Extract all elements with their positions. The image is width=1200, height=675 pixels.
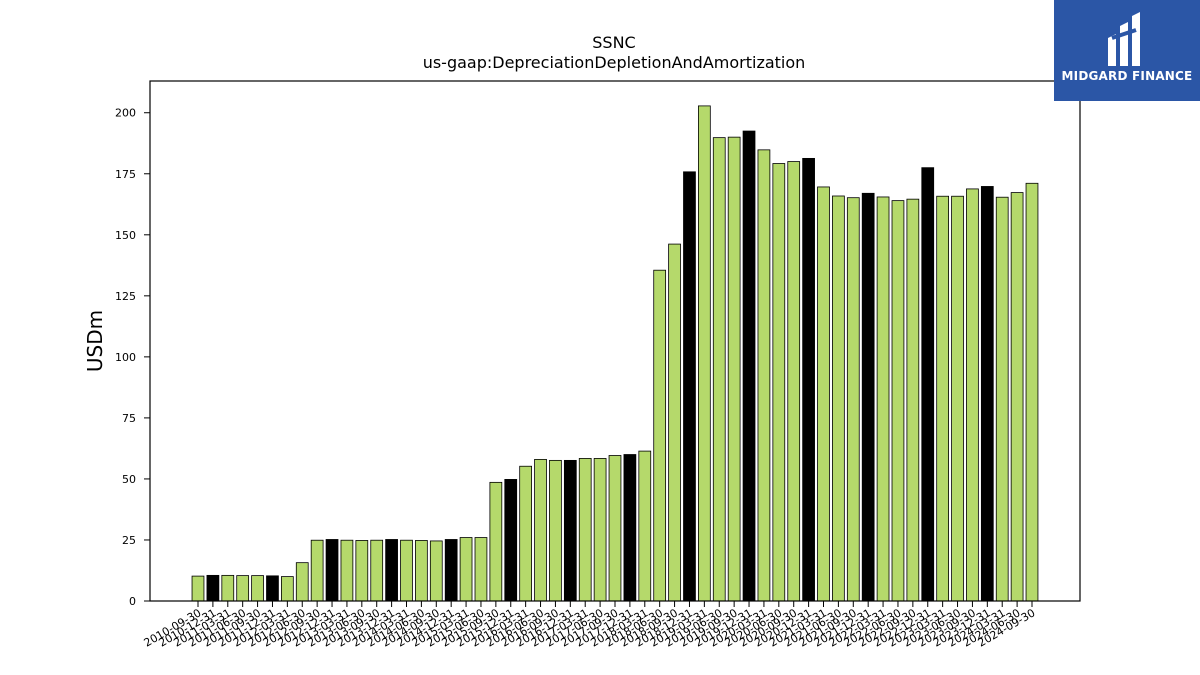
bar-2016-09-30 [549, 459, 562, 602]
bar-2013-12-31 [385, 539, 398, 602]
bar-2012-03-31 [280, 576, 294, 602]
bar-2021-09-30 [846, 197, 860, 602]
bar-2017-06-30 [593, 458, 607, 602]
bar-2021-12-31 [861, 192, 875, 602]
bar-2020-12-31 [802, 157, 815, 602]
bar-2017-09-30 [608, 455, 622, 602]
bar-2012-09-30 [310, 539, 324, 602]
bar-2018-09-30 [668, 243, 681, 602]
bar-2014-03-31 [400, 539, 413, 602]
bar-2010-12-31 [206, 574, 220, 602]
midgard-logo-icon [1108, 12, 1140, 66]
bar-2021-06-30 [832, 195, 845, 602]
bar-2015-12-31 [504, 479, 518, 602]
bar-2023-12-31 [980, 186, 994, 602]
bar-2020-06-30 [772, 163, 786, 602]
bar-2023-06-30 [951, 195, 964, 602]
chart-subtitle: us-gaap:DepreciationDepletionAndAmortiza… [423, 53, 806, 72]
bar-2011-09-30 [251, 575, 264, 602]
bar-2012-06-30 [295, 562, 309, 602]
bar-2019-06-30 [712, 137, 726, 602]
y-tick-label: 25 [122, 534, 136, 547]
bar-2016-12-31 [563, 459, 577, 602]
bar-2013-03-31 [340, 539, 354, 602]
bars-group [191, 105, 1039, 602]
bar-2017-03-31 [578, 458, 592, 602]
bar-2011-06-30 [236, 575, 250, 602]
bar-2010-09-30 [191, 575, 205, 602]
bar-2013-09-30 [370, 539, 384, 602]
y-tick-label: 75 [122, 412, 136, 425]
logo-text: MIDGARD FINANCE [1061, 69, 1193, 83]
bar-2014-06-30 [415, 540, 428, 602]
y-tick-label: 50 [122, 473, 136, 486]
bar-2022-03-31 [876, 196, 890, 602]
y-tick-label: 100 [115, 351, 136, 364]
y-tick-label: 175 [115, 168, 136, 181]
bar-2024-09-30 [1025, 182, 1039, 602]
bar-2018-03-31 [638, 450, 652, 602]
y-tick-label: 150 [115, 229, 136, 242]
bar-2014-12-31 [444, 539, 458, 602]
plot-frame [149, 80, 1081, 602]
bar-2020-03-31 [757, 149, 771, 602]
bar-2015-06-30 [474, 537, 488, 602]
bar-2017-12-31 [623, 454, 637, 602]
y-axis-label: USDm [83, 310, 107, 372]
y-axis-ticks: 0 25 50 75 100 125 150 175 200 [115, 107, 150, 608]
x-axis-ticks: 2010-09-302010-12-312011-03-312011-06-30… [142, 601, 1038, 650]
bar-2013-06-30 [355, 540, 369, 602]
bar-2024-03-31 [995, 196, 1009, 602]
chart-title: SSNC [592, 33, 635, 52]
bar-2019-09-30 [727, 136, 741, 602]
bar-2018-06-30 [653, 269, 667, 602]
midgard-finance-logo: MIDGARD FINANCE [1054, 0, 1200, 101]
bar-2019-12-31 [742, 130, 756, 602]
bar-2023-03-31 [936, 195, 950, 602]
y-tick-label: 125 [115, 290, 136, 303]
bar-2014-09-30 [429, 540, 443, 602]
bar-2022-12-31 [921, 167, 935, 602]
y-tick-label: 0 [129, 595, 136, 608]
bar-2016-03-31 [519, 465, 533, 602]
bar-2011-03-31 [221, 574, 235, 602]
bar-2016-06-30 [534, 458, 547, 602]
bar-2015-03-31 [459, 537, 473, 602]
bar-2022-06-30 [891, 200, 905, 602]
bar-2015-09-30 [489, 481, 503, 602]
bar-2019-03-31 [698, 105, 711, 602]
bar-2018-12-31 [683, 171, 696, 602]
bar-2024-06-30 [1010, 192, 1024, 602]
bar-2011-12-31 [266, 575, 279, 602]
bar-2023-09-30 [966, 188, 979, 602]
bar-2021-03-31 [817, 186, 830, 602]
bar-2020-09-30 [787, 161, 801, 602]
y-tick-label: 200 [115, 107, 136, 120]
bar-2012-12-31 [325, 539, 339, 602]
bar-2022-09-30 [906, 198, 920, 602]
